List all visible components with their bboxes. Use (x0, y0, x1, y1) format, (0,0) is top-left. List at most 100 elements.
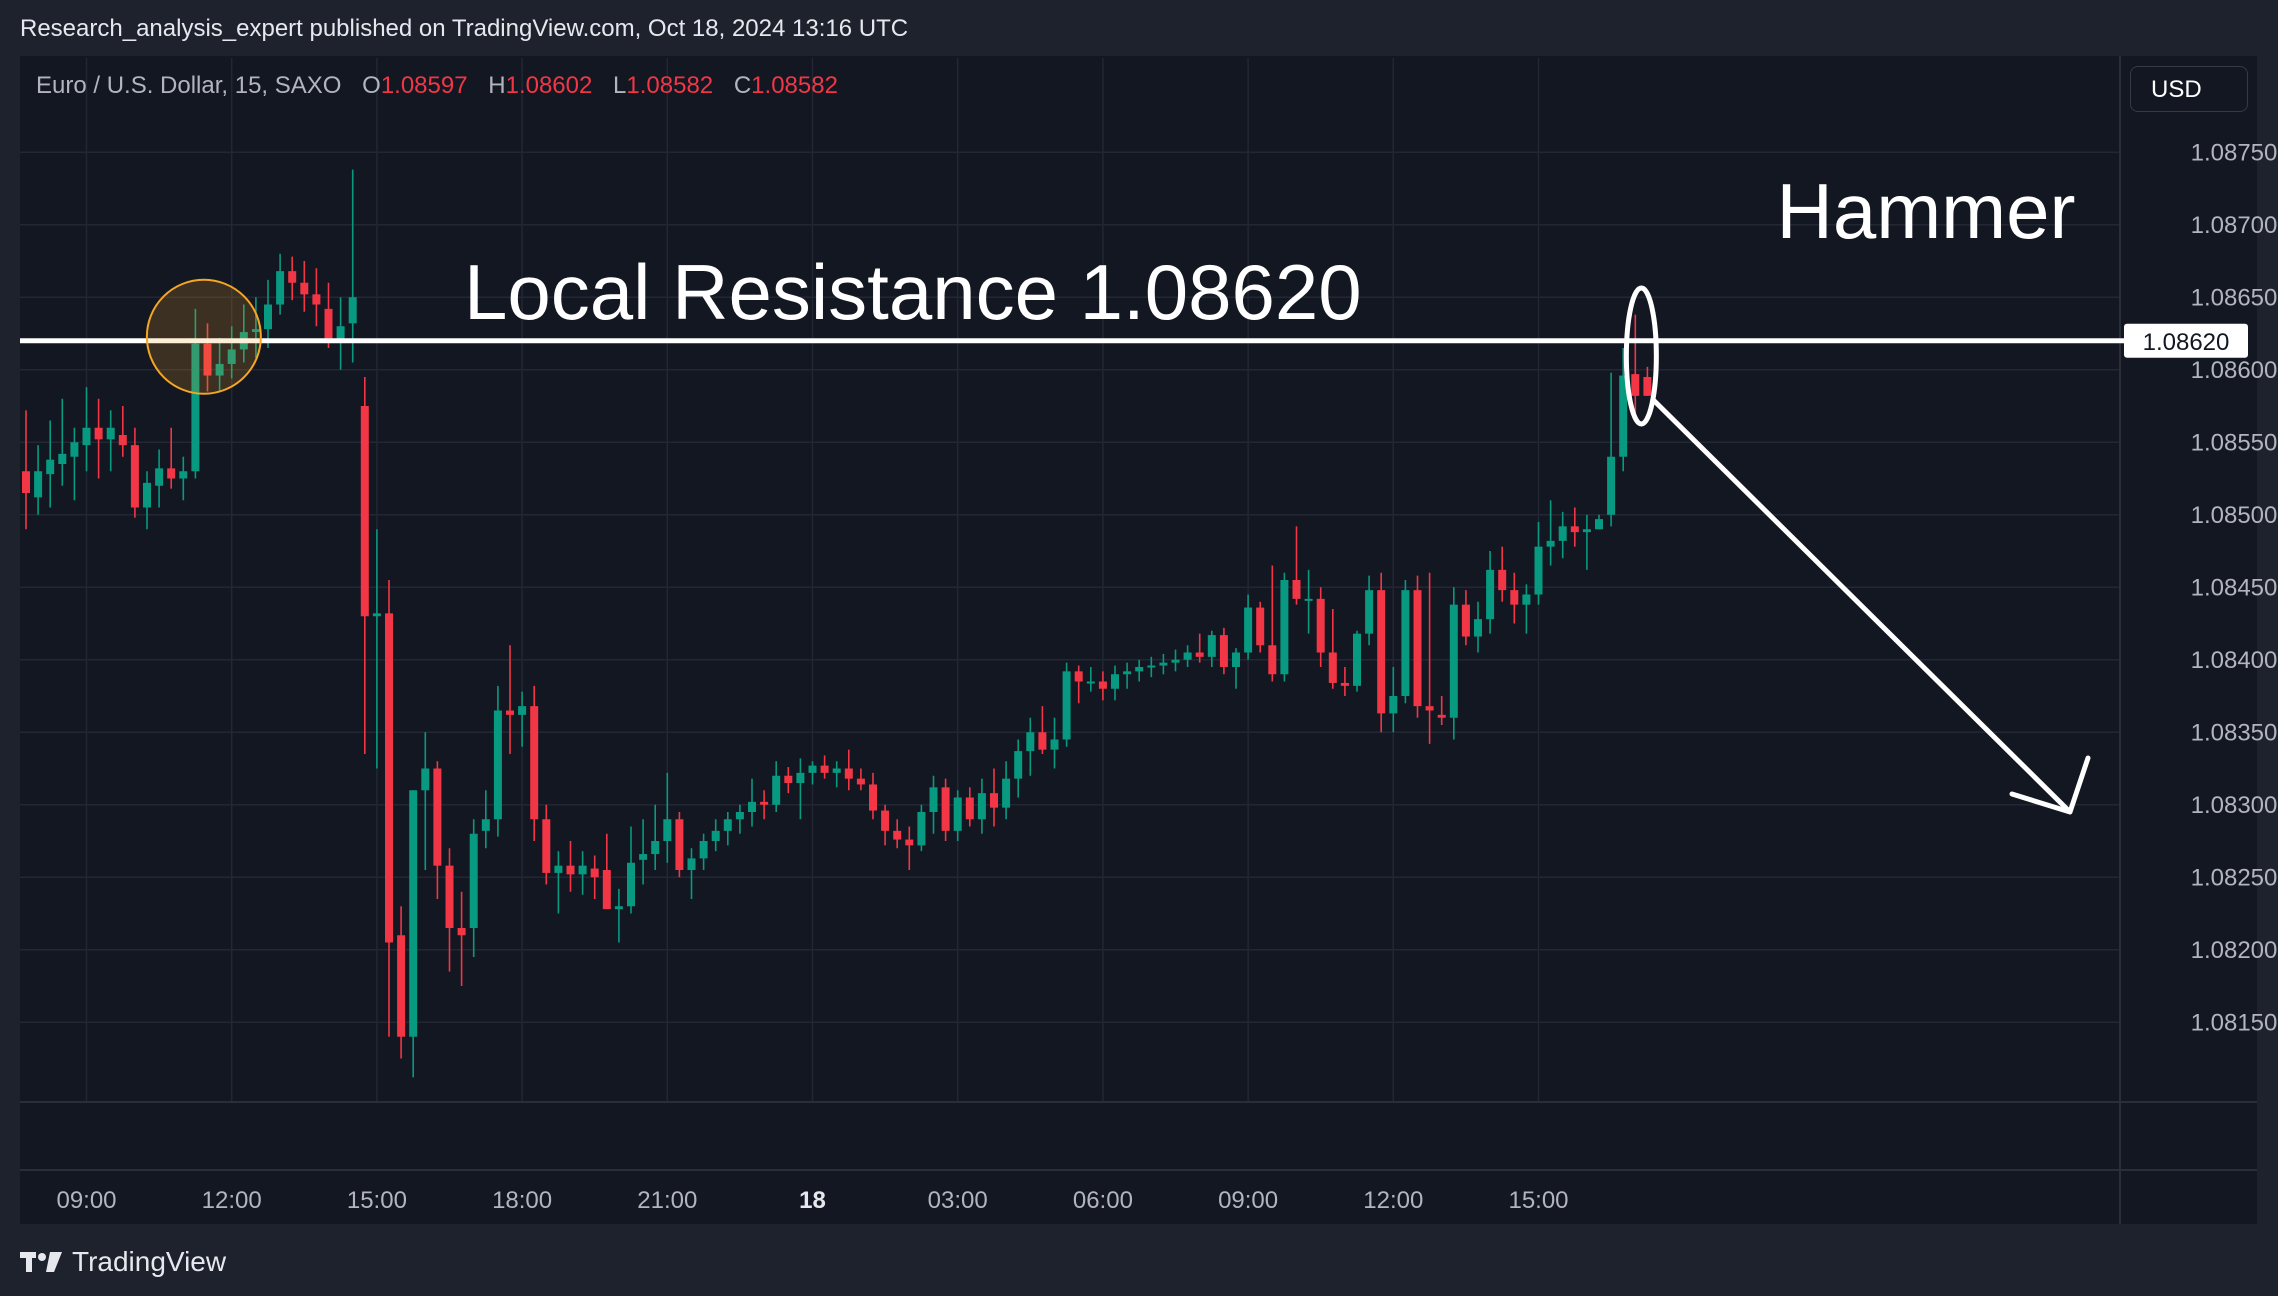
candle-body (1123, 671, 1132, 675)
currency-button[interactable]: USD (2130, 66, 2248, 112)
x-tick-label: 09:00 (56, 1187, 116, 1214)
candle-body (312, 294, 321, 305)
candle-body (965, 797, 974, 820)
candle-body (941, 787, 950, 831)
candle-body (784, 775, 793, 783)
candle-body (772, 775, 781, 805)
candle-body (929, 787, 938, 812)
resistance-label: Local Resistance 1.08620 (464, 248, 1362, 336)
candle-body (590, 868, 599, 878)
candle-body (1413, 590, 1422, 707)
candle-body (1607, 456, 1616, 515)
candle-body (481, 819, 490, 831)
candle-body (1244, 607, 1253, 653)
candle-body (1534, 546, 1543, 595)
candle-body (1195, 652, 1204, 657)
candle-body (1461, 604, 1470, 637)
candle-body (990, 793, 998, 808)
y-tick-label: 1.08700 (2191, 212, 2278, 239)
candle-body (832, 768, 841, 773)
candle-body (699, 841, 708, 859)
candle-body (735, 812, 744, 820)
candle-body (1292, 580, 1301, 599)
candle-body (1340, 682, 1349, 686)
candle-body (1486, 569, 1495, 620)
candle-body (348, 297, 357, 324)
candle-body (675, 819, 684, 870)
hammer-ellipse (1623, 285, 1659, 427)
down-arrow-head (2009, 755, 2091, 815)
candle-body (1219, 635, 1228, 667)
candle-body (1437, 714, 1446, 718)
candle-body (143, 482, 151, 508)
candle-body (1389, 696, 1398, 714)
candle-body (397, 935, 406, 1037)
candle-body (602, 870, 611, 910)
candle-body (856, 778, 865, 785)
candle-body (687, 858, 696, 870)
candle-body (264, 304, 272, 330)
tradingview-logo[interactable]: TradingView (20, 1244, 226, 1280)
candle-body (1183, 652, 1192, 660)
low-value: 1.08582 (626, 72, 714, 99)
candle-body (820, 765, 829, 773)
candle-body (711, 830, 720, 841)
candle-body (639, 854, 648, 860)
x-tick-label: 15:00 (347, 1187, 407, 1214)
candle-body (1377, 590, 1386, 714)
candle-body (1038, 732, 1047, 750)
candle-body (1595, 519, 1603, 530)
candle-body (1002, 778, 1011, 808)
price-marker (2124, 323, 2248, 358)
candle-body (445, 865, 454, 928)
candle-body (336, 326, 345, 341)
candle-body (627, 862, 635, 907)
candle-body (663, 819, 672, 841)
candle-body (130, 445, 139, 508)
candle-body (421, 768, 430, 791)
candle-body (167, 468, 176, 479)
y-tick-label: 1.08250 (2191, 864, 2278, 891)
low-key: L (613, 72, 627, 99)
candle-body (808, 765, 817, 773)
time-axis[interactable]: 09:00 12:00 15:00 18:00 21:00 18 03:00 06:00 09:… (56, 1187, 1568, 1214)
annotations: Local Resistance 1.08620 Hammer (20, 167, 2130, 815)
candle-body (276, 271, 285, 305)
candle-body (155, 468, 164, 486)
candle-body (324, 308, 333, 341)
y-tick-label: 1.08600 (2191, 357, 2278, 384)
candle-body (905, 839, 914, 846)
candle-body (203, 343, 212, 376)
x-tick-label: 18 (799, 1187, 826, 1214)
candle-body (1474, 619, 1482, 637)
candle-body (1062, 671, 1071, 740)
candle-body (542, 819, 551, 873)
x-tick-label: 15:00 (1508, 1187, 1568, 1214)
price-axis[interactable]: 1.08750 1.08700 1.08650 1.08600 1.08550 1.085… (2124, 139, 2277, 1036)
y-tick-label: 1.08750 (2191, 139, 2278, 166)
candle-body (869, 784, 877, 811)
candle-body (215, 363, 224, 376)
candle-body (106, 427, 115, 440)
x-tick-label: 21:00 (637, 1187, 697, 1214)
candle-body (1353, 633, 1361, 686)
candle-body (723, 819, 732, 831)
candle-body (300, 282, 309, 295)
candle-body (70, 442, 79, 457)
candle-body (227, 349, 236, 364)
symbol-legend[interactable]: Euro / U.S. Dollar, 15, SAXO O1.08597 H1… (36, 70, 838, 102)
candle-body (881, 810, 890, 831)
tradingview-logo-icon (20, 1252, 62, 1272)
candle-body (433, 768, 442, 866)
candle-body (1050, 739, 1059, 750)
candle-body (893, 830, 902, 840)
candle-body (118, 435, 127, 446)
candle-body (1425, 706, 1434, 711)
candle-body (530, 706, 539, 820)
candle-body (748, 801, 756, 812)
candle-body (1256, 607, 1265, 646)
candles (22, 169, 1652, 1078)
candle-body (554, 865, 563, 873)
candle-body (1582, 529, 1591, 533)
